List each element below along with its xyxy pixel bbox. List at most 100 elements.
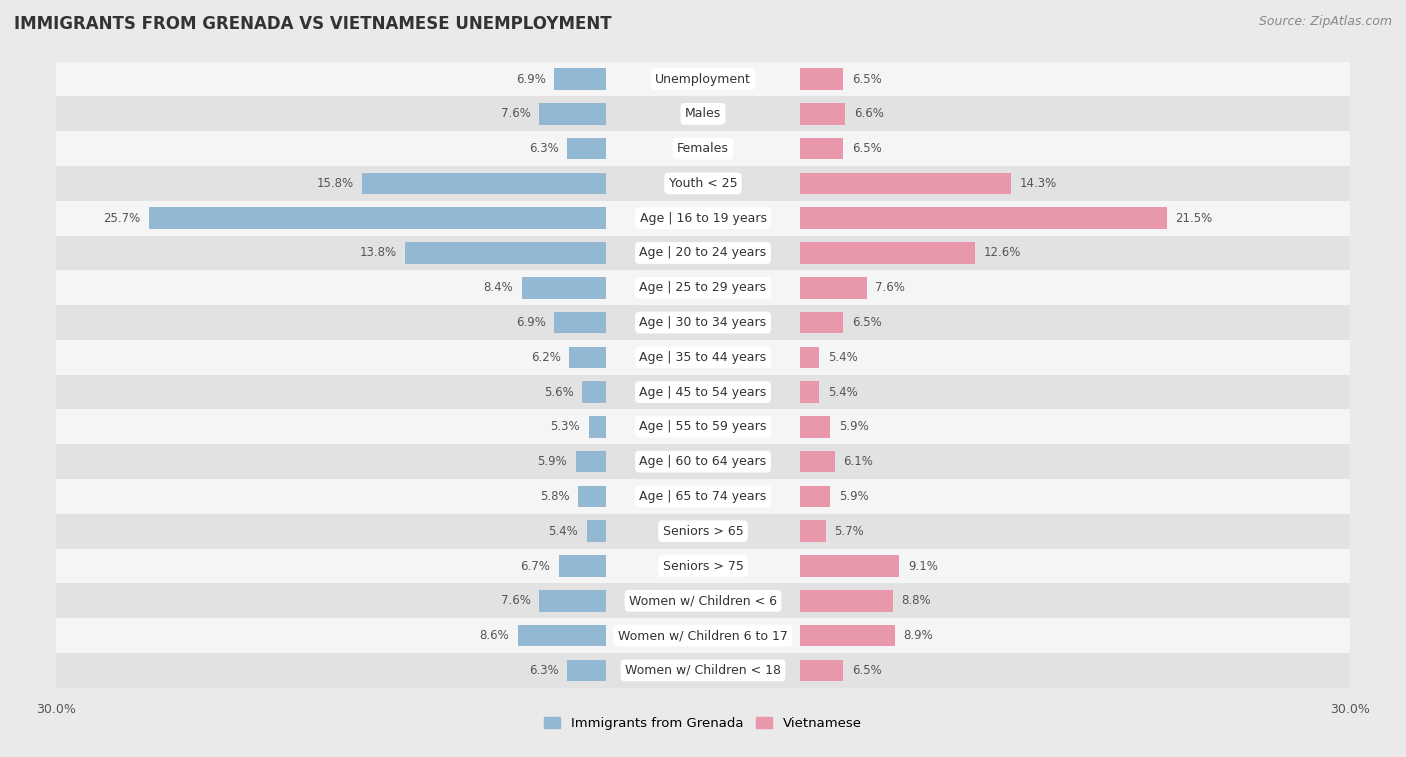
Bar <box>800 451 835 472</box>
Bar <box>56 270 1350 305</box>
Text: 5.4%: 5.4% <box>548 525 578 537</box>
Text: 5.9%: 5.9% <box>839 420 869 434</box>
Text: 6.7%: 6.7% <box>520 559 550 572</box>
Text: 8.8%: 8.8% <box>901 594 931 607</box>
Text: Age | 25 to 29 years: Age | 25 to 29 years <box>640 282 766 294</box>
Bar <box>589 416 606 438</box>
Bar <box>56 514 1350 549</box>
Bar <box>586 521 606 542</box>
Text: 7.6%: 7.6% <box>501 107 530 120</box>
Text: Youth < 25: Youth < 25 <box>669 177 737 190</box>
Text: Source: ZipAtlas.com: Source: ZipAtlas.com <box>1258 15 1392 28</box>
Text: Age | 30 to 34 years: Age | 30 to 34 years <box>640 316 766 329</box>
Bar <box>800 173 1011 195</box>
Text: 6.6%: 6.6% <box>853 107 884 120</box>
Bar <box>800 347 820 368</box>
Text: 7.6%: 7.6% <box>876 282 905 294</box>
Text: 5.4%: 5.4% <box>828 350 858 364</box>
Bar <box>567 138 606 160</box>
Bar <box>149 207 606 229</box>
Bar <box>800 277 868 298</box>
Bar <box>56 305 1350 340</box>
Bar <box>56 235 1350 270</box>
Bar <box>56 618 1350 653</box>
Text: 5.8%: 5.8% <box>540 490 569 503</box>
Legend: Immigrants from Grenada, Vietnamese: Immigrants from Grenada, Vietnamese <box>538 712 868 735</box>
Bar <box>522 277 606 298</box>
Bar <box>800 555 900 577</box>
Bar <box>800 382 820 403</box>
Text: 15.8%: 15.8% <box>316 177 354 190</box>
Text: 6.5%: 6.5% <box>852 73 882 86</box>
Text: Age | 65 to 74 years: Age | 65 to 74 years <box>640 490 766 503</box>
Text: Seniors > 75: Seniors > 75 <box>662 559 744 572</box>
Bar <box>56 96 1350 131</box>
Text: Seniors > 65: Seniors > 65 <box>662 525 744 537</box>
Bar <box>538 590 606 612</box>
Text: Age | 35 to 44 years: Age | 35 to 44 years <box>640 350 766 364</box>
Bar <box>800 242 974 263</box>
Bar <box>554 312 606 333</box>
Bar <box>56 375 1350 410</box>
Text: Males: Males <box>685 107 721 120</box>
Text: 6.1%: 6.1% <box>844 455 873 468</box>
Bar <box>56 131 1350 166</box>
Text: 6.5%: 6.5% <box>852 316 882 329</box>
Text: Women w/ Children < 6: Women w/ Children < 6 <box>628 594 778 607</box>
Bar <box>56 444 1350 479</box>
Text: 5.9%: 5.9% <box>839 490 869 503</box>
Bar <box>800 625 894 646</box>
Bar <box>800 207 1167 229</box>
Text: Age | 16 to 19 years: Age | 16 to 19 years <box>640 212 766 225</box>
Text: 5.9%: 5.9% <box>537 455 567 468</box>
Bar <box>56 201 1350 235</box>
Bar <box>56 479 1350 514</box>
Text: 13.8%: 13.8% <box>360 247 396 260</box>
Text: Women w/ Children < 18: Women w/ Children < 18 <box>626 664 780 677</box>
Text: 6.5%: 6.5% <box>852 142 882 155</box>
Bar <box>567 659 606 681</box>
Bar <box>554 68 606 90</box>
Bar <box>800 486 830 507</box>
Text: 12.6%: 12.6% <box>983 247 1021 260</box>
Text: Age | 55 to 59 years: Age | 55 to 59 years <box>640 420 766 434</box>
Bar <box>576 451 606 472</box>
Text: IMMIGRANTS FROM GRENADA VS VIETNAMESE UNEMPLOYMENT: IMMIGRANTS FROM GRENADA VS VIETNAMESE UN… <box>14 15 612 33</box>
Bar <box>800 659 844 681</box>
Bar <box>800 138 844 160</box>
Bar <box>405 242 606 263</box>
Bar <box>800 312 844 333</box>
Bar <box>800 103 845 125</box>
Text: 5.3%: 5.3% <box>551 420 581 434</box>
Bar <box>569 347 606 368</box>
Bar <box>578 486 606 507</box>
Text: 8.4%: 8.4% <box>484 282 513 294</box>
Bar <box>56 61 1350 96</box>
Bar <box>56 410 1350 444</box>
Bar <box>800 590 893 612</box>
Bar <box>363 173 606 195</box>
Text: Age | 45 to 54 years: Age | 45 to 54 years <box>640 385 766 399</box>
Bar <box>800 68 844 90</box>
Text: 8.9%: 8.9% <box>904 629 934 642</box>
Text: 8.6%: 8.6% <box>479 629 509 642</box>
Bar <box>800 416 830 438</box>
Text: 25.7%: 25.7% <box>103 212 141 225</box>
Text: Females: Females <box>678 142 728 155</box>
Text: 6.3%: 6.3% <box>529 142 558 155</box>
Text: 9.1%: 9.1% <box>908 559 938 572</box>
Text: 6.5%: 6.5% <box>852 664 882 677</box>
Bar <box>582 382 606 403</box>
Text: 7.6%: 7.6% <box>501 594 530 607</box>
Bar <box>517 625 606 646</box>
Bar <box>56 549 1350 584</box>
Text: 6.2%: 6.2% <box>531 350 561 364</box>
Text: 6.9%: 6.9% <box>516 316 546 329</box>
Text: 6.9%: 6.9% <box>516 73 546 86</box>
Text: Unemployment: Unemployment <box>655 73 751 86</box>
Bar <box>800 521 825 542</box>
Bar <box>558 555 606 577</box>
Text: 5.4%: 5.4% <box>828 385 858 399</box>
Text: Women w/ Children 6 to 17: Women w/ Children 6 to 17 <box>619 629 787 642</box>
Text: 6.3%: 6.3% <box>529 664 558 677</box>
